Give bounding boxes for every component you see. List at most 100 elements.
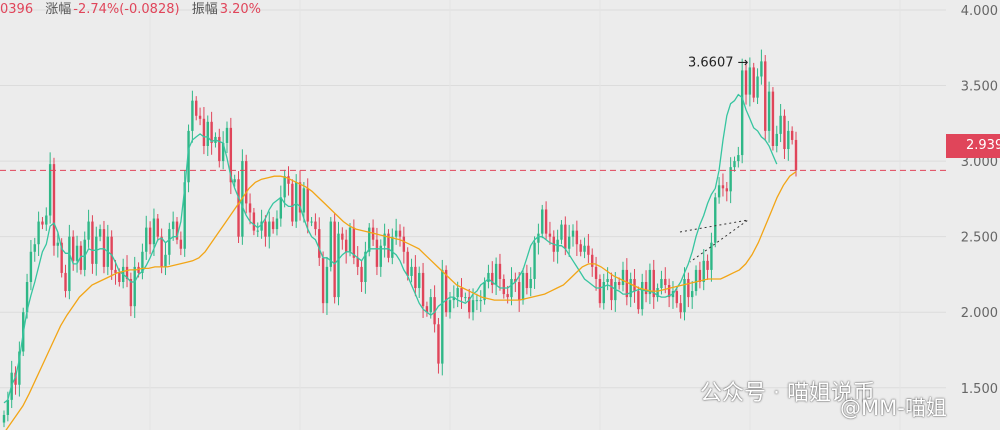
candle-body [487, 272, 490, 282]
candle-body [675, 291, 679, 304]
candle-body [510, 278, 513, 298]
y-tick-label: 2.500 [961, 231, 998, 246]
candle-body [56, 242, 60, 246]
candle-body [375, 239, 379, 267]
candle-body [156, 218, 159, 237]
candle-body [206, 121, 209, 146]
candle-body [664, 278, 667, 286]
candle-body [641, 282, 644, 310]
wechat-watermark: 公众号 · 喵姐说币 [700, 381, 875, 406]
candle-body [717, 185, 721, 198]
candle-body [294, 182, 298, 222]
candle-body [414, 266, 417, 289]
candle-body [45, 215, 48, 225]
peak-annotation: 3.6607 → [688, 55, 749, 70]
candle-body [321, 257, 325, 304]
candle-body [771, 91, 775, 146]
candle-body [579, 244, 582, 252]
candle-body [368, 227, 371, 252]
candle-body [525, 272, 529, 289]
candle-body [287, 176, 290, 184]
candle-body [41, 221, 44, 225]
y-tick-label: 2.000 [961, 306, 998, 321]
candle-body [225, 127, 229, 143]
candle-body [402, 236, 406, 252]
candle-body [148, 227, 152, 245]
y-tick-label: 1.500 [961, 382, 998, 397]
change-label: 涨幅 [45, 2, 72, 17]
candle-body [275, 218, 279, 230]
candle-body [337, 233, 340, 298]
candle-body [356, 257, 359, 267]
candle-body [52, 164, 56, 246]
candle-body [68, 236, 71, 292]
candle-body [744, 70, 748, 95]
candle-body [621, 269, 625, 286]
candle-body [441, 269, 444, 364]
candle-body [198, 115, 202, 119]
candle-body [502, 278, 506, 295]
candle-body [537, 233, 540, 243]
candle-body [268, 221, 271, 237]
candle-body [767, 91, 771, 131]
candle-body [87, 221, 90, 240]
candle-body [740, 70, 744, 156]
candle-body [548, 233, 552, 237]
candle-body [310, 221, 313, 223]
candle-body [410, 266, 413, 276]
candle-body [560, 224, 563, 240]
candle-body [25, 282, 29, 313]
candle-body [514, 278, 517, 282]
candle-body [448, 300, 452, 313]
candle-body [171, 221, 175, 230]
candle-body [394, 230, 398, 237]
candle-body [602, 282, 605, 304]
candle-body [521, 272, 525, 301]
candle-body [591, 254, 594, 267]
candle-body [706, 260, 709, 270]
candle-body [341, 233, 344, 240]
candle-body [475, 300, 479, 302]
candle-body [348, 227, 352, 252]
candle-body [141, 251, 144, 273]
candle-body [594, 266, 598, 279]
candle-body [598, 278, 602, 304]
candle-body [506, 294, 509, 298]
candle-body [256, 230, 259, 232]
candle-body [625, 269, 629, 298]
candle-body [248, 203, 252, 213]
candle-body [64, 272, 67, 292]
candle-body [318, 229, 321, 258]
candle-body [191, 100, 194, 131]
candle-body [779, 115, 782, 134]
candle-body [775, 133, 778, 146]
candle-body [790, 130, 794, 140]
candle-body [314, 221, 317, 230]
candle-body [72, 236, 75, 261]
candle-body [464, 297, 467, 299]
candle-body [302, 188, 306, 213]
candle-body [733, 161, 736, 168]
candle-body [529, 278, 532, 289]
candle-body [14, 372, 17, 385]
candle-body [610, 278, 613, 301]
candle-body [783, 115, 786, 150]
candle-body [387, 233, 390, 258]
candle-body [18, 351, 21, 385]
candle-body [145, 227, 148, 252]
candle-body [75, 245, 79, 261]
candle-body [110, 236, 113, 270]
y-axis: 4.000 3.500 3.000 2.500 2.000 1.500 [961, 4, 998, 397]
candle-body [571, 230, 575, 237]
code-fragment: 0396 [0, 2, 34, 17]
candle-body [667, 285, 671, 298]
candle-body [429, 297, 432, 313]
chart-grid [0, 9, 946, 389]
candle-body [245, 161, 248, 204]
candle-body [125, 266, 129, 279]
candle-body [379, 245, 382, 267]
candle-body [98, 229, 102, 237]
candle-body [444, 269, 448, 313]
candle-body [764, 61, 767, 131]
y-tick-label: 4.000 [961, 4, 998, 19]
